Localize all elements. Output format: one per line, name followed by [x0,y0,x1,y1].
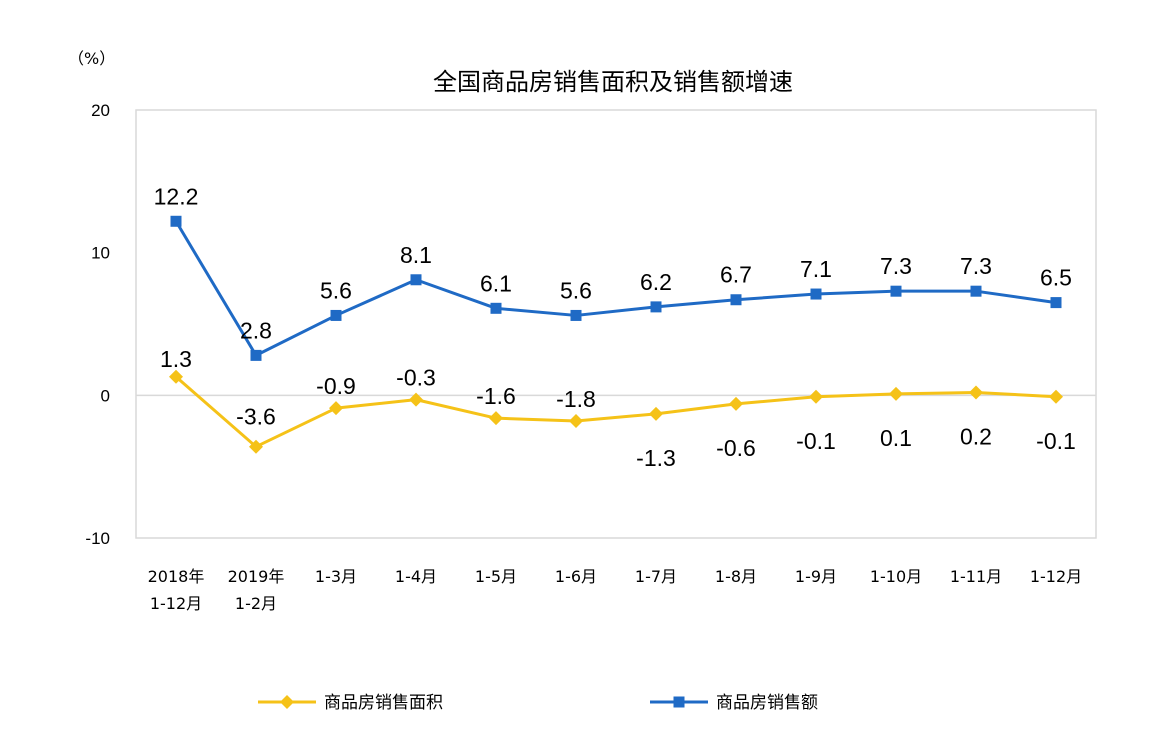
data-point [1049,389,1063,404]
data-point [969,385,983,400]
data-label: 6.5 [1040,265,1072,291]
data-label: 8.1 [400,242,432,268]
series-line [175,375,1057,449]
y-axis: -10 0 10 20 [85,101,1096,548]
data-label: 7.3 [880,253,912,279]
y-tick-label: 0 [101,386,110,405]
x-tick-label: 1-8月 [715,567,757,586]
chart-title: 全国商品房销售面积及销售额增速 [433,68,793,96]
plot-area [135,109,1097,539]
data-point [170,215,182,227]
data-point [649,406,663,421]
data-point [490,302,502,314]
data-point [889,386,903,401]
x-tick-label: 1-9月 [795,567,837,586]
data-label: 6.7 [720,262,752,288]
data-label: -0.6 [716,435,756,461]
data-point [970,285,982,297]
y-tick-label: 10 [91,244,110,263]
data-point [810,288,822,300]
legend: 商品房销售面积 商品房销售额 [258,693,818,713]
data-point [409,392,423,407]
data-label: -3.6 [236,404,276,430]
x-tick-label: 1-11月 [950,567,1002,586]
data-point [890,285,902,297]
data-point [410,274,422,286]
data-label: 0.2 [960,423,992,449]
data-label: -1.6 [476,383,516,409]
data-label: -0.1 [1036,428,1076,454]
data-label: 12.2 [154,183,199,209]
x-tick-label: 1-5月 [475,567,517,586]
data-point [169,369,183,384]
data-label: 7.3 [960,253,992,279]
legend-marker [673,696,685,708]
legend-label: 商品房销售额 [716,693,818,713]
x-tick-label: 1-3月 [315,567,357,586]
x-tick-label: 1-12月 [150,594,202,613]
data-label: -0.9 [316,373,356,399]
data-label: -0.1 [796,428,836,454]
legend-label: 商品房销售面积 [324,693,443,713]
legend-marker [280,695,294,709]
data-label: 7.1 [800,256,832,282]
data-label: -1.3 [636,445,676,471]
x-tick-label: 2018年 [148,567,205,586]
x-tick-label: 1-10月 [870,567,922,586]
x-tick-label: 2019年 [228,567,285,586]
data-point [329,401,343,416]
data-label: 6.1 [480,270,512,296]
data-label: 5.6 [320,277,352,303]
data-label: 1.3 [160,346,192,372]
data-label: 2.8 [240,317,272,343]
data-label: -1.8 [556,386,596,412]
data-point [1050,297,1062,309]
data-label: 5.6 [560,277,592,303]
x-tick-label: 1-7月 [635,567,677,586]
data-point [330,309,342,321]
data-point [650,301,662,313]
data-point [570,309,582,321]
y-unit-label: （%） [68,49,115,68]
x-tick-label: 1-6月 [555,567,597,586]
x-tick-label: 1-12月 [1030,567,1082,586]
data-label: 6.2 [640,269,672,295]
data-point [250,349,262,361]
x-tick-label: 1-4月 [395,567,437,586]
data-point [489,411,503,426]
x-axis: 2018年 1-12月 2019年 1-2月 1-3月 1-4月 1-5月 1-6月 1-7月 1… [148,567,1083,613]
y-tick-label: -10 [85,529,110,548]
data-point [809,389,823,404]
data-point [569,414,583,429]
data-label: 0.1 [880,425,912,451]
data-label: -0.3 [396,365,436,391]
data-point [249,439,263,454]
x-tick-label: 1-2月 [235,594,277,613]
series-layer: 1.3 -3.6 -0.9 -0.3 -1.6 -1.8 -1.3 -0.6 -0.1 0.1 0.… [154,183,1076,471]
data-point [729,396,743,411]
series-line [174,220,1057,357]
data-point [730,294,742,306]
y-tick-label: 20 [91,101,110,120]
